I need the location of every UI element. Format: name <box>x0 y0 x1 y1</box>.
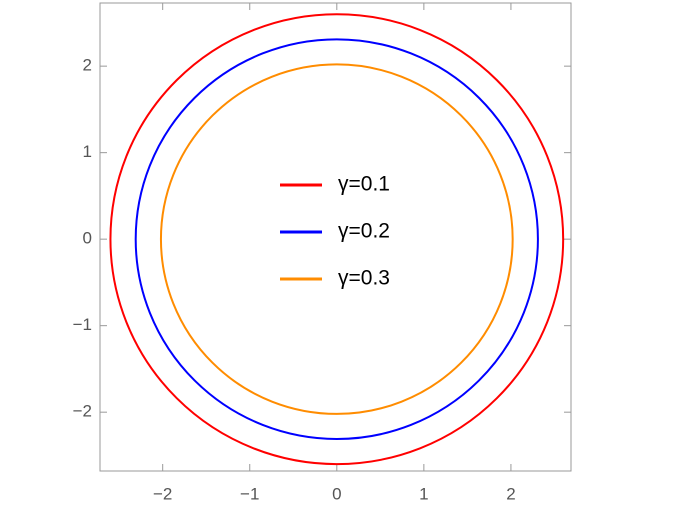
legend-label: γ=0.1 <box>338 173 390 196</box>
legend-label: γ=0.2 <box>338 220 390 243</box>
y-tick-label: 0 <box>83 229 92 248</box>
x-tick-label: −1 <box>240 484 259 503</box>
curve <box>134 38 539 440</box>
x-tick-label: −2 <box>153 484 172 503</box>
y-tick-label: −1 <box>73 315 92 334</box>
curve <box>159 63 514 415</box>
y-tick-label: 1 <box>83 142 92 161</box>
plot-frame <box>99 2 572 472</box>
legend-label: γ=0.3 <box>338 267 390 290</box>
y-tick-label: 2 <box>83 56 92 75</box>
x-tick-label: 1 <box>419 484 428 503</box>
x-tick-label: 2 <box>506 484 515 503</box>
x-tick-label: 0 <box>332 484 341 503</box>
curve <box>109 13 565 466</box>
y-tick-label: −2 <box>73 402 92 421</box>
